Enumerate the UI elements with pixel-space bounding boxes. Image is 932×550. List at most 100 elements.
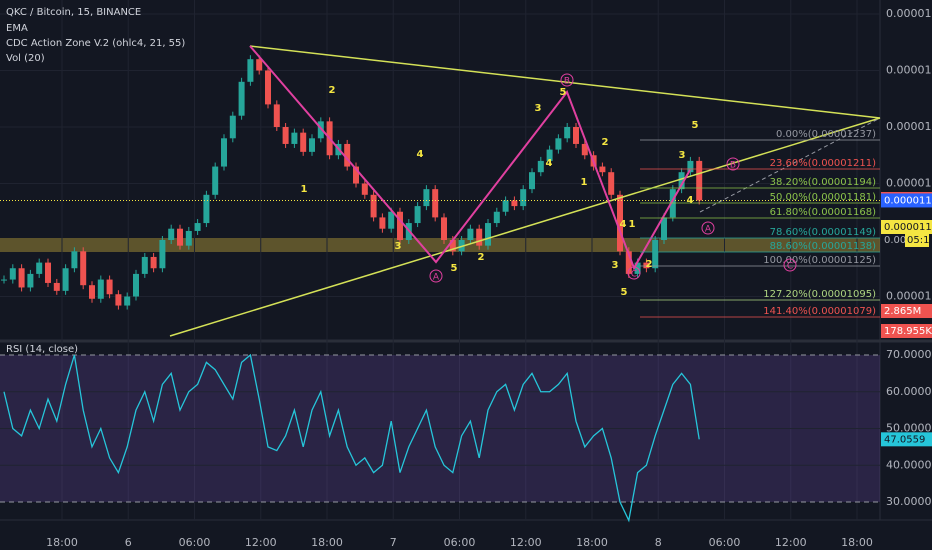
candle xyxy=(643,262,650,269)
candle xyxy=(581,143,588,156)
wave-label: 5 xyxy=(692,120,699,131)
wave-label: 3 xyxy=(612,260,619,271)
time-label: 06:00 xyxy=(179,536,211,549)
candle xyxy=(212,166,219,195)
candle xyxy=(80,251,87,286)
price-tick-label: 0.00001200 xyxy=(886,177,932,190)
candle xyxy=(423,189,430,207)
rsi-tick-label: 60.0000 xyxy=(886,385,932,398)
candle xyxy=(617,194,623,252)
candle xyxy=(687,160,694,173)
wave-label: 2 xyxy=(329,85,336,96)
candle xyxy=(476,228,483,246)
indicator: EMA xyxy=(6,23,28,34)
candle xyxy=(511,200,518,207)
wave-label: 2 xyxy=(602,137,609,148)
candle xyxy=(36,262,43,274)
price-badge xyxy=(881,324,932,338)
candle xyxy=(353,166,359,184)
candle xyxy=(177,228,183,246)
wave-label: 4 xyxy=(417,149,424,160)
candle xyxy=(370,194,377,218)
fib-label: 0.00%(0.00001237) xyxy=(776,129,876,140)
time-label: 06:00 xyxy=(709,536,741,549)
time-label: 6 xyxy=(125,536,132,549)
wave-label: 1 xyxy=(581,177,588,188)
candle xyxy=(194,223,201,231)
wave-label: 2 xyxy=(646,259,653,270)
zigzag xyxy=(249,45,691,271)
price-badge-label: 2.865M xyxy=(884,306,921,317)
wave-circle xyxy=(560,73,574,87)
time-label: 06:00 xyxy=(444,536,476,549)
candle xyxy=(185,230,192,246)
candle xyxy=(555,138,562,150)
price-badge xyxy=(881,220,932,234)
wave-label: 3 xyxy=(679,150,686,161)
candle xyxy=(441,217,447,240)
wave-label: 5 xyxy=(621,287,628,298)
candle xyxy=(9,268,16,280)
candle xyxy=(309,138,315,152)
candle xyxy=(652,240,659,269)
candle xyxy=(124,296,131,306)
wave-circle xyxy=(627,266,641,280)
time-label: 12:00 xyxy=(245,536,277,549)
wave-label: 1 xyxy=(629,219,636,230)
wave-label: 5 xyxy=(560,87,567,98)
time-label: 7 xyxy=(390,536,397,549)
candle xyxy=(573,127,579,144)
wave-label: 4 xyxy=(687,195,694,206)
wave-circle xyxy=(429,269,443,283)
wave-label: A xyxy=(705,225,712,235)
candle xyxy=(282,127,289,144)
price-badge-label: 0.00 xyxy=(884,235,906,246)
overlay: 0.00%(0.00001237) 23.60%(0.00001211) 38.20… xyxy=(301,73,880,318)
candle xyxy=(625,251,632,274)
candle xyxy=(432,189,439,218)
price-badge xyxy=(905,233,929,247)
zone-box xyxy=(0,238,880,252)
candle xyxy=(388,211,395,229)
candle xyxy=(256,59,263,71)
wave-circle xyxy=(726,157,740,171)
wave-circle xyxy=(701,221,715,235)
candle xyxy=(53,282,60,291)
candle xyxy=(537,160,544,173)
candle xyxy=(265,70,271,105)
candle xyxy=(520,189,527,207)
candle xyxy=(150,256,157,269)
wave-label: B xyxy=(564,77,570,87)
fib-label: 23.60%(0.00001211) xyxy=(770,158,876,169)
projection xyxy=(699,117,881,213)
price-badge-label: 47.0559 xyxy=(884,434,925,445)
trend-line xyxy=(249,45,881,119)
candle xyxy=(493,211,500,224)
time-label: 18:00 xyxy=(841,536,873,549)
wave-label: 2 xyxy=(478,252,485,263)
candle xyxy=(485,223,491,246)
candle xyxy=(608,172,615,195)
wave-circle xyxy=(783,258,797,272)
fib-label: 78.60%(0.00001149) xyxy=(770,227,876,238)
fib-label: 88.60%(0.00001138) xyxy=(770,241,876,252)
candle xyxy=(529,172,535,190)
candle xyxy=(229,115,236,139)
candle xyxy=(467,228,474,240)
candle xyxy=(247,59,254,82)
rsi-tick-label: 30.0000 xyxy=(886,495,932,508)
candle xyxy=(564,127,571,139)
price-badge-label: 05:17 xyxy=(907,235,932,246)
candle xyxy=(449,240,456,252)
candle xyxy=(45,262,51,283)
candle xyxy=(414,206,421,224)
price-badge xyxy=(881,432,932,447)
candle xyxy=(27,273,34,288)
rsi-tick-label: 40.0000 xyxy=(886,458,932,471)
price-badge xyxy=(881,304,932,318)
time-label: 18:00 xyxy=(311,536,343,549)
fib-label: 141.40%(0.00001079) xyxy=(763,306,876,317)
candle xyxy=(678,172,685,190)
fib-label: 100.00%(0.00001125) xyxy=(763,255,876,266)
